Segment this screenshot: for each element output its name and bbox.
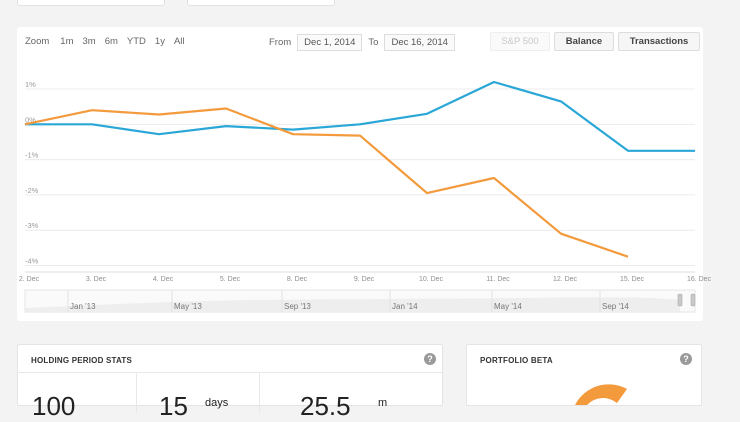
navigator-label: Sep '14 — [602, 302, 629, 311]
stat-value-3: 25.5 — [300, 391, 351, 421]
navigator-area — [25, 297, 680, 312]
navigator-label: Sep '13 — [284, 302, 311, 311]
zoom-3m[interactable]: 3m — [82, 36, 96, 47]
zoom-ytd[interactable]: YTD — [126, 36, 146, 47]
top-mid-box — [187, 0, 335, 6]
transactions-button[interactable]: Transactions — [618, 32, 700, 51]
to-date-input[interactable]: Dec 16, 2014 — [384, 34, 455, 51]
navigator-right-handle[interactable] — [690, 293, 696, 307]
navigator[interactable]: Jan '13 May '13 Sep '13 Jan '14 May '14 Sep '… — [0, 0, 740, 400]
navigator-label: May '13 — [174, 302, 202, 311]
zoom-1m[interactable]: 1m — [60, 36, 74, 47]
balance-button[interactable]: Balance — [554, 32, 614, 51]
sp500-button[interactable]: S&P 500 — [490, 32, 550, 51]
holding-period-card: HOLDING PERIOD STATS ? 100 15 days 25.5 … — [17, 344, 443, 421]
zoom-label: Zoom — [25, 36, 50, 47]
to-label: To — [368, 37, 379, 48]
help-icon[interactable]: ? — [680, 353, 692, 365]
zoom-6m[interactable]: 6m — [104, 36, 118, 47]
from-date-input[interactable]: Dec 1, 2014 — [297, 34, 363, 51]
stat-unit-2: days — [205, 397, 229, 409]
portfolio-beta-title: PORTFOLIO BETA — [480, 356, 553, 365]
navigator-label: Jan '13 — [70, 302, 96, 311]
date-range: From Dec 1, 2014 To Dec 16, 2014 — [269, 34, 461, 51]
stat-value-2: 15 — [159, 391, 188, 421]
zoom-1y[interactable]: 1y — [154, 36, 165, 47]
zoom-bar: Zoom 1m 3m 6m YTD 1y All — [25, 36, 185, 47]
portfolio-beta-card: PORTFOLIO BETA ? — [466, 344, 702, 406]
help-icon[interactable]: ? — [424, 353, 436, 365]
beta-gauge — [575, 384, 627, 405]
from-label: From — [269, 37, 292, 48]
beta-gauge-arc — [575, 384, 627, 405]
zoom-all[interactable]: All — [173, 36, 185, 47]
navigator-left-handle[interactable] — [677, 293, 683, 307]
stat-cell-2: 15 days — [137, 373, 260, 421]
stat-cell-1: 100 — [18, 373, 137, 421]
stat-cell-3: 25.5 m — [260, 373, 442, 421]
top-left-box — [17, 0, 165, 6]
stat-value-1: 100 — [32, 391, 76, 421]
holding-period-title: HOLDING PERIOD STATS — [31, 356, 133, 365]
stat-unit-3: m — [378, 397, 388, 409]
stat-row: 100 15 days 25.5 m — [18, 372, 442, 421]
navigator-label: Jan '14 — [392, 302, 418, 311]
navigator-label: May '14 — [494, 302, 522, 311]
